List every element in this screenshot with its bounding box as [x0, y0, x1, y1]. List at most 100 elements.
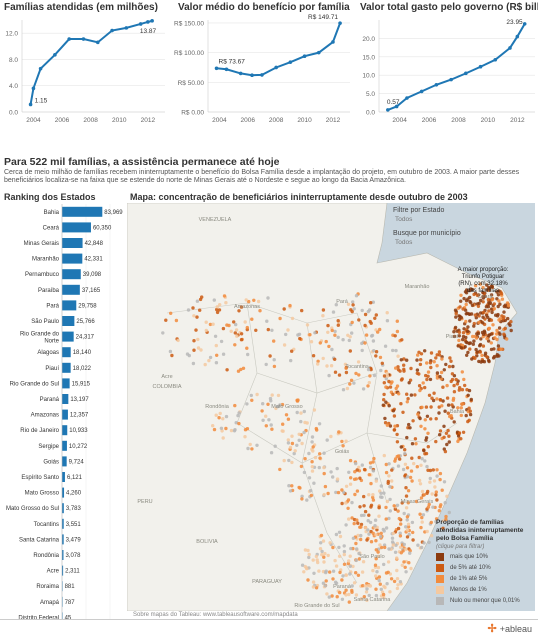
- municipality-dot: [429, 365, 433, 370]
- municipality-dot: [321, 581, 326, 585]
- municipality-dot: [303, 548, 308, 552]
- municipality-dot: [371, 531, 375, 535]
- municipality-dot: [348, 349, 352, 353]
- municipality-dot: [221, 326, 226, 331]
- municipality-dot: [357, 373, 361, 377]
- municipality-dot: [297, 438, 301, 442]
- municipality-dot: [416, 353, 420, 357]
- series-line: [216, 22, 341, 77]
- municipality-dot: [361, 387, 366, 391]
- municipality-dot: [418, 388, 422, 393]
- value-label: 3,783: [66, 506, 82, 512]
- data-point: [522, 22, 527, 26]
- value-label: 10,272: [69, 444, 88, 450]
- map-attribution[interactable]: Sobre mapas do Tableau: www.tableausoftw…: [133, 612, 298, 618]
- municipality-dot: [340, 578, 344, 582]
- municipality-dot: [452, 330, 456, 334]
- municipality-dot: [468, 412, 473, 417]
- legend-item-over10[interactable]: mais que 10%: [436, 553, 488, 561]
- category-label: Sergipe: [38, 444, 59, 450]
- legend-item-5to10[interactable]: de 5% até 10%: [436, 564, 491, 572]
- municipality-dot: [464, 319, 468, 324]
- municipality-dot: [359, 537, 363, 542]
- municipality-dot: [288, 445, 293, 450]
- municipality-dot: [417, 350, 421, 354]
- municipality-dot: [365, 598, 369, 602]
- families-line-chart[interactable]: 0.0 4.0 8.0 12.0 2004 2006 2008 2010 2012 1.15 13.…: [0, 14, 170, 134]
- value-label: 18,140: [73, 350, 92, 356]
- municipality-dot: [359, 513, 364, 518]
- municipality-dot: [264, 414, 268, 418]
- municipality-dot: [225, 368, 229, 372]
- municipality-dot: [408, 551, 412, 555]
- tableau-logo[interactable]: ✢ +ableau: [487, 622, 532, 635]
- municipality-dot: [364, 333, 369, 337]
- annotation-line: das famílias: [466, 288, 499, 294]
- municipality-dot: [176, 338, 180, 343]
- municipality-dot: [407, 561, 411, 565]
- municipality-dot: [374, 313, 378, 317]
- municipality-dot: [459, 413, 463, 418]
- value-label: 39,098: [83, 272, 102, 278]
- municipality-dot: [407, 422, 411, 427]
- municipality-dot: [367, 593, 371, 598]
- data-point: [150, 19, 154, 23]
- municipality-dot: [420, 545, 424, 550]
- municipality-dot: [414, 442, 418, 446]
- municipality-dot: [432, 479, 437, 483]
- municipality-dot: [368, 461, 373, 465]
- municipality-dot: [424, 405, 429, 409]
- municipality-dot: [269, 423, 273, 427]
- municipality-dot: [207, 358, 211, 363]
- headline: Para 522 mil famílias, a assistência per…: [4, 156, 280, 168]
- municipality-dot: [475, 354, 479, 358]
- municipality-dot: [448, 414, 452, 419]
- municipality-dot: [342, 490, 346, 494]
- municipality-dot: [406, 525, 411, 529]
- state-filter-dropdown[interactable]: Todos: [395, 216, 413, 223]
- municipality-dot: [396, 454, 401, 458]
- municipality-dot: [382, 562, 386, 567]
- municipality-dot: [480, 353, 484, 358]
- map-canvas[interactable]: VENEZUELA COLOMBIA PERU BOLIVIA PARAGUAY Amaz…: [127, 203, 535, 611]
- municipality-dot: [415, 465, 419, 469]
- municipality-dot: [246, 352, 250, 357]
- municipality-dot: [397, 392, 401, 396]
- category-label: Minas Gerais: [24, 241, 59, 247]
- municipality-dot: [224, 301, 228, 305]
- municipality-dot: [454, 311, 458, 316]
- brazil-map[interactable]: VENEZUELA COLOMBIA PERU BOLIVIA PARAGUAY Amaz…: [127, 203, 535, 611]
- legend-item-1to5[interactable]: de 1% até 5%: [436, 575, 487, 583]
- municipality-dot: [351, 300, 355, 304]
- municipality-dot: [384, 385, 388, 389]
- map-place-label: VENEZUELA: [199, 217, 232, 223]
- spending-line-chart[interactable]: 0.0 5.0 10.0 15.0 20.0 2004 2006 2008 2010 2012 0.…: [355, 14, 538, 134]
- legend-item-under1[interactable]: Menos de 1%: [436, 586, 487, 594]
- municipality-dot: [472, 324, 476, 328]
- x-tick-label: 2006: [422, 117, 437, 124]
- municipality-dot: [302, 430, 306, 435]
- municipality-dot: [284, 332, 288, 337]
- municipality-dot: [496, 293, 501, 297]
- municipality-dot: [367, 493, 371, 497]
- legend-item-null[interactable]: Nulo ou menor que 0,01%: [436, 597, 520, 605]
- municipality-dot: [395, 319, 399, 323]
- municipality-dot: [489, 341, 493, 345]
- municipality-dot: [506, 303, 511, 308]
- benefit-line-chart[interactable]: R$ 0.00 R$ 50.00 R$ 100.00 R$ 150.00 2004 200…: [170, 14, 355, 134]
- data-point: [110, 28, 114, 33]
- municipality-dot: [353, 470, 357, 474]
- municipality-dot: [418, 512, 422, 516]
- municipality-dot: [461, 430, 466, 434]
- city-search-input[interactable]: Todos: [395, 239, 413, 246]
- municipality-dot: [371, 493, 375, 497]
- municipality-dot: [460, 370, 464, 374]
- value-label: 9,724: [69, 459, 85, 465]
- municipality-dot: [450, 377, 455, 382]
- municipality-dot: [435, 474, 439, 478]
- municipality-dot: [489, 318, 494, 322]
- municipality-dot: [334, 490, 338, 495]
- municipality-dot: [245, 402, 249, 406]
- municipality-dot: [495, 354, 499, 358]
